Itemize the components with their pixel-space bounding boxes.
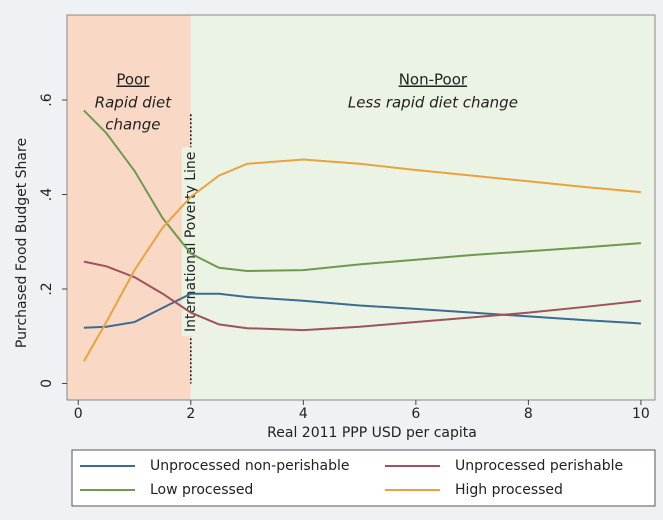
line bbox=[83, 158, 642, 362]
legend-label: Unprocessed non-perishable bbox=[150, 458, 350, 474]
y-axis-label: Purchased Food Budget Share bbox=[14, 138, 30, 348]
legend-label: Low processed bbox=[150, 482, 253, 498]
line bbox=[83, 260, 642, 332]
y-tick-label: .4 bbox=[39, 188, 55, 201]
x-tick-label: 8 bbox=[524, 406, 533, 422]
x-tick-label: 6 bbox=[411, 406, 420, 422]
line bbox=[83, 292, 641, 329]
line bbox=[83, 109, 642, 273]
region-title: Non-Poor bbox=[399, 71, 468, 89]
region-subtitle: Less rapid diet change bbox=[348, 94, 518, 112]
legend bbox=[71, 449, 656, 507]
region bbox=[67, 15, 191, 400]
x-tick-label: 4 bbox=[299, 406, 308, 422]
plot-frame bbox=[66, 14, 656, 401]
region-subtitle: change bbox=[105, 116, 160, 134]
legend-label: Unprocessed perishable bbox=[455, 458, 623, 474]
x-tick-label: 2 bbox=[186, 406, 195, 422]
legend-label: High processed bbox=[455, 482, 563, 498]
y-tick-label: .2 bbox=[39, 282, 55, 295]
x-axis-label: Real 2011 PPP USD per capita bbox=[267, 425, 477, 441]
y-tick-label: 0 bbox=[39, 379, 55, 388]
region-title: Poor bbox=[116, 71, 150, 89]
poverty-line-label: International Poverty Line bbox=[183, 152, 199, 332]
y-tick-label: .6 bbox=[39, 93, 55, 106]
region-subtitle: Rapid diet bbox=[95, 94, 173, 112]
region bbox=[190, 15, 655, 400]
x-tick-label: 0 bbox=[74, 406, 83, 422]
x-tick-label: 10 bbox=[632, 406, 650, 422]
